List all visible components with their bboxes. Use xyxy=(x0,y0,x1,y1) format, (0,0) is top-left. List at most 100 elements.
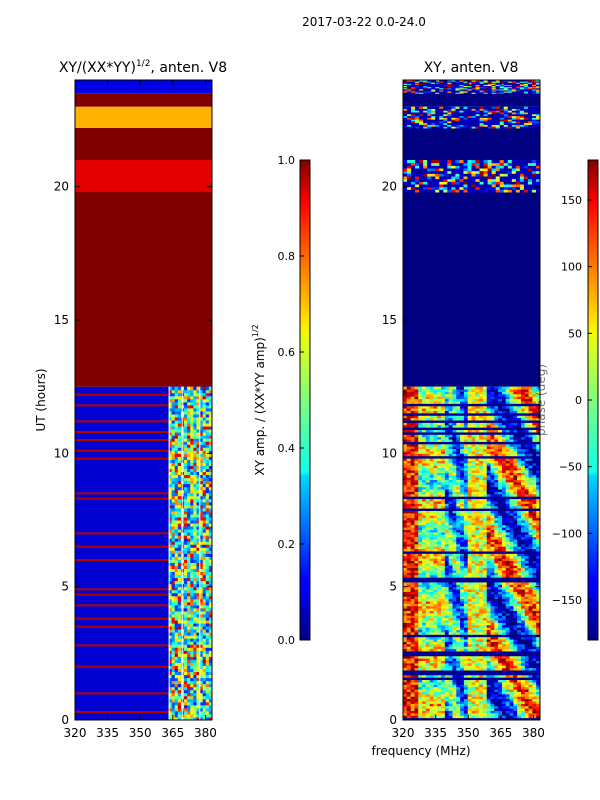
phase-cell xyxy=(414,620,419,623)
amplitude-active-cell xyxy=(202,580,207,585)
phase-cell xyxy=(532,681,537,685)
amplitude-active-cell xyxy=(177,498,182,503)
amplitude-active-cell xyxy=(174,465,179,469)
phase-cell xyxy=(441,627,446,631)
phase-noise-cell xyxy=(523,115,529,118)
amplitude-active-cell xyxy=(177,671,182,676)
phase-noise-cell xyxy=(463,91,468,93)
amplitude-active-cell xyxy=(196,541,201,545)
amplitude-active-cell xyxy=(193,592,197,597)
amplitude-active-cell xyxy=(196,416,201,421)
phase-cell xyxy=(444,715,450,719)
amplitude-active-cell xyxy=(177,716,182,720)
phase-cell xyxy=(482,581,488,585)
phase-noise-cell xyxy=(403,81,408,83)
amplitude-active-cell xyxy=(205,398,210,403)
amplitude-active-cell xyxy=(202,629,207,633)
phase-noise-cell xyxy=(531,112,537,115)
phase-cell xyxy=(486,622,492,626)
phase-noise-cell xyxy=(503,86,509,89)
phase-cell xyxy=(433,605,438,609)
phase-cell xyxy=(528,662,533,666)
phase-cell xyxy=(422,636,427,640)
phase-noise-cell xyxy=(503,113,509,117)
phase-cell xyxy=(414,598,419,602)
phase-noise-cell xyxy=(483,165,489,169)
phase-noise-cell xyxy=(491,186,497,190)
phase-noise-cell xyxy=(531,117,537,120)
phase-noise-cell xyxy=(467,80,472,82)
amplitude-active-cell xyxy=(205,456,210,460)
amplitude-active-cell xyxy=(199,635,204,639)
phase-cell xyxy=(418,620,423,623)
phase-cell xyxy=(441,581,446,585)
phase-cell xyxy=(467,615,472,619)
phase-noise-cell xyxy=(515,119,521,122)
phase-noise-cell xyxy=(431,110,436,113)
phase-cell xyxy=(490,648,495,652)
phase-cell xyxy=(429,634,434,638)
phase-cell xyxy=(422,577,427,581)
phase-noise-cell xyxy=(487,106,493,109)
phase-cell xyxy=(498,717,503,720)
phase-noise-cell xyxy=(411,82,416,84)
amplitude-active-cell xyxy=(205,465,210,469)
amplitude-active-cell xyxy=(177,547,182,551)
phase-noise-cell xyxy=(403,112,408,115)
phase-noise-cell xyxy=(463,92,468,94)
phase-noise-cell xyxy=(491,168,497,172)
phase-noise-cell xyxy=(471,81,477,83)
amplitude-active-cell xyxy=(199,520,204,524)
amplitude-active-cell xyxy=(208,665,212,669)
phase-noise-cell xyxy=(475,83,481,85)
amplitude-active-cell xyxy=(205,698,210,703)
phase-noise-cell xyxy=(403,124,408,127)
phase-noise-cell xyxy=(527,113,533,117)
amplitude-active-cell xyxy=(184,459,188,463)
amplitude-active-cell xyxy=(193,407,197,412)
phase-cell xyxy=(501,610,507,614)
phase-cell xyxy=(471,605,476,609)
amplitude-active-cell xyxy=(190,398,194,403)
phase-cell xyxy=(517,620,522,623)
phase-cell xyxy=(425,689,431,692)
phase-cell xyxy=(490,705,495,709)
phase-cell xyxy=(429,593,434,597)
phase-cell xyxy=(452,646,457,650)
amplitude-active-cell xyxy=(208,498,212,503)
phase-cell xyxy=(517,658,522,661)
phase-cell xyxy=(456,684,461,688)
phase-cell xyxy=(536,715,540,719)
amplitude-active-cell xyxy=(202,589,207,594)
amplitude-active-cell xyxy=(193,638,197,642)
amplitude-active-cell xyxy=(184,486,188,491)
phase-cell xyxy=(494,631,499,635)
phase-cell xyxy=(536,624,540,628)
amplitude-active-cell xyxy=(174,462,179,466)
phase-noise-cell xyxy=(467,86,472,89)
phase-cell xyxy=(448,639,453,642)
amplitude-active-cell xyxy=(208,574,212,579)
phase-cell xyxy=(467,643,472,647)
phase-noise-cell xyxy=(419,85,424,88)
amplitude-active-cell xyxy=(193,689,197,694)
phase-noise-cell xyxy=(427,88,432,91)
phase-cell xyxy=(422,677,427,681)
amplitude-active-cell xyxy=(199,401,204,406)
amplitude-active-cell xyxy=(190,601,194,606)
amplitude-xtick-label: 320 xyxy=(64,726,87,740)
amplitude-active-cell xyxy=(184,532,188,536)
phase-cell xyxy=(528,586,533,590)
amplitude-active-cell xyxy=(177,538,182,542)
phase-cell xyxy=(460,603,465,607)
phase-cell xyxy=(463,643,469,647)
phase-noise-cell xyxy=(503,110,509,113)
phase-cell xyxy=(494,603,499,607)
phase-noise-cell xyxy=(503,162,509,166)
phase-noise-cell xyxy=(415,168,420,172)
amplitude-active-cell xyxy=(174,577,179,582)
amplitude-active-cell xyxy=(187,420,191,424)
phase-noise-cell xyxy=(491,115,497,118)
phase-cell xyxy=(414,634,419,638)
phase-noise-cell xyxy=(531,83,537,85)
